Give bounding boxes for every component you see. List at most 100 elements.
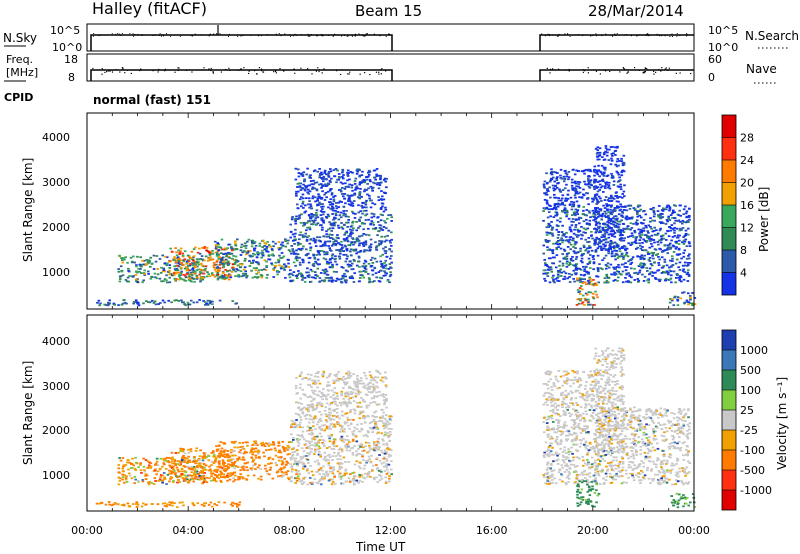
echo-cell	[265, 249, 268, 252]
echo-cell	[356, 452, 360, 455]
echo-cell	[319, 468, 323, 471]
echo-cell	[144, 474, 147, 477]
echo-cell	[193, 260, 196, 263]
echo-cell	[243, 242, 247, 245]
echo-cell	[325, 447, 329, 449]
echo-cell	[666, 247, 669, 250]
echo-cell	[152, 302, 156, 304]
echo-cell	[606, 221, 609, 223]
echo-cell	[660, 250, 664, 253]
echo-cell	[647, 237, 651, 240]
echo-cell	[187, 448, 190, 451]
echo-cell	[303, 276, 307, 279]
sky-count-mark	[250, 34, 252, 36]
echo-cell	[381, 451, 384, 454]
echo-cell	[345, 237, 349, 239]
echo-cell	[331, 263, 334, 266]
echo-cell	[149, 256, 152, 259]
echo-cell	[340, 448, 344, 451]
echo-cell	[574, 247, 577, 249]
echo-cell	[318, 201, 321, 204]
echo-cell	[261, 252, 265, 255]
echo-cell	[200, 474, 204, 477]
echo-cell	[619, 188, 623, 191]
echo-cell	[330, 244, 334, 247]
freq-point	[375, 71, 378, 73]
echo-cell	[328, 221, 331, 224]
sky-count-mark	[592, 35, 594, 37]
echo-cell	[175, 476, 179, 479]
echo-cell	[598, 222, 602, 225]
echo-cell	[587, 240, 591, 243]
echo-cell	[127, 267, 130, 270]
echo-cell	[608, 187, 612, 190]
echo-cell	[205, 275, 209, 278]
echo-cell	[306, 452, 309, 455]
echo-cell	[641, 246, 644, 248]
echo-cell	[151, 276, 154, 279]
echo-cell	[197, 477, 200, 480]
echo-cell	[662, 237, 666, 240]
echo-cell	[301, 200, 305, 203]
echo-cell	[616, 145, 619, 148]
echo-cell	[351, 433, 355, 436]
echo-cell	[615, 195, 619, 197]
echo-cell	[588, 276, 591, 279]
echo-cell	[286, 444, 290, 447]
echo-cell	[329, 198, 332, 201]
echo-cell	[203, 259, 206, 262]
echo-cell	[609, 206, 613, 208]
echo-cell	[688, 295, 692, 297]
echo-cell	[597, 164, 600, 167]
freq-point	[364, 72, 366, 74]
echo-cell	[610, 159, 614, 162]
echo-cell	[330, 257, 334, 260]
freq-point	[321, 72, 323, 74]
echo-cell	[195, 469, 198, 472]
echo-cell	[295, 255, 298, 258]
echo-cell	[124, 279, 128, 281]
echo-cell	[575, 256, 579, 258]
echo-cell	[670, 298, 674, 301]
echo-cell	[234, 275, 237, 278]
echo-cell	[390, 261, 393, 264]
echo-cell	[572, 250, 576, 253]
echo-cell	[352, 243, 355, 246]
echo-cell	[232, 450, 236, 452]
sky-count-mark	[364, 35, 366, 37]
echo-cell	[597, 226, 600, 229]
echo-cell	[316, 470, 320, 473]
echo-cell	[562, 175, 566, 178]
echo-cell	[637, 265, 641, 267]
echo-cell	[201, 455, 205, 458]
echo-cell	[329, 201, 333, 204]
echo-cell	[187, 455, 190, 458]
echo-cell	[293, 477, 297, 480]
echo-cell	[175, 299, 178, 302]
echo-cell	[652, 257, 655, 260]
sky-count-mark	[208, 35, 210, 37]
echo-cell	[682, 255, 686, 258]
echo-cell	[572, 220, 575, 223]
freq-point	[185, 69, 188, 71]
sky-count-mark	[664, 35, 666, 37]
echo-cell	[258, 242, 262, 245]
echo-cell	[616, 206, 619, 208]
echo-cell	[157, 303, 160, 305]
echo-cell	[585, 271, 588, 274]
freq-point	[582, 71, 585, 73]
echo-cell	[604, 215, 608, 218]
freq-point	[665, 67, 667, 69]
echo-cell	[579, 277, 582, 280]
echo-cell	[357, 226, 360, 229]
echo-cell	[574, 258, 578, 261]
echo-cell	[386, 279, 390, 282]
echo-cell	[607, 233, 611, 236]
freq-point	[177, 67, 179, 69]
echo-cell	[234, 440, 237, 443]
echo-cell	[383, 235, 387, 238]
echo-cell	[641, 249, 644, 252]
echo-cell	[639, 216, 643, 219]
echo-cell	[639, 247, 643, 250]
echo-cell	[602, 172, 606, 175]
